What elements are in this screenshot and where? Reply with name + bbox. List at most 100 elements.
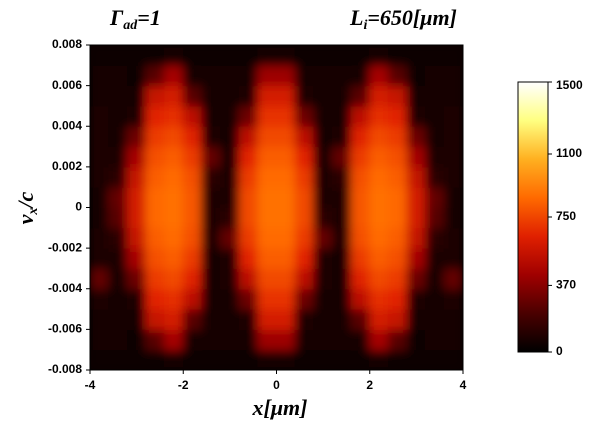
heat-cell xyxy=(313,105,333,127)
cells xyxy=(90,45,463,370)
title-rest: =650[μm] xyxy=(367,5,457,30)
heat-cell xyxy=(294,328,315,351)
heat-cell xyxy=(406,308,427,330)
heat-cell xyxy=(220,288,240,310)
heat-cell xyxy=(126,186,147,208)
heat-cell xyxy=(276,45,296,66)
heat-cell xyxy=(294,247,315,269)
x-tick-label: 2 xyxy=(366,378,373,392)
heat-cell xyxy=(425,85,445,107)
heat-cell xyxy=(294,64,315,87)
heat-cell xyxy=(387,85,408,107)
heat-cell xyxy=(108,267,128,290)
heat-cell xyxy=(331,267,352,290)
heat-cell xyxy=(313,64,333,87)
heat-cell xyxy=(387,146,408,168)
heat-cell xyxy=(369,247,389,269)
heat-cell xyxy=(164,267,184,290)
heat-cell xyxy=(425,328,445,351)
ylabel-sub: x xyxy=(26,208,41,216)
heat-cell xyxy=(90,288,110,310)
heat-cell xyxy=(90,64,110,87)
heat-cell xyxy=(182,328,203,351)
heat-cell xyxy=(145,207,166,229)
heat-cell xyxy=(90,328,110,351)
heat-cell xyxy=(145,247,166,269)
heat-cell xyxy=(369,227,389,249)
heat-cell xyxy=(238,146,259,168)
title-sub: ad xyxy=(123,18,138,33)
heat-cell xyxy=(331,288,352,310)
x-tick-label: 0 xyxy=(273,378,280,392)
heat-cell xyxy=(350,328,371,351)
heat-cell xyxy=(294,125,315,148)
heat-cell xyxy=(443,207,463,229)
heat-cell xyxy=(387,267,408,290)
heat-cell xyxy=(425,207,445,229)
heat-cell xyxy=(164,227,184,249)
heat-cell xyxy=(220,186,240,208)
heat-cell xyxy=(350,227,371,249)
heat-cell xyxy=(313,288,333,310)
colorbar-tick-label: 0 xyxy=(556,344,563,358)
heat-cell xyxy=(369,349,389,370)
heat-cell xyxy=(406,207,427,229)
heat-cell xyxy=(145,64,166,87)
heat-cell xyxy=(182,186,203,208)
heat-cell xyxy=(331,105,352,127)
heat-cell xyxy=(257,105,277,127)
heat-cell xyxy=(182,146,203,168)
heat-cell xyxy=(350,166,371,188)
heat-cell xyxy=(350,85,371,107)
heat-cell xyxy=(406,349,427,370)
heat-cell xyxy=(220,166,240,188)
heat-cell xyxy=(276,247,296,269)
heat-cell xyxy=(387,207,408,229)
heat-cell xyxy=(201,247,222,269)
heat-cell xyxy=(164,207,184,229)
heat-cell xyxy=(220,45,240,66)
heat-cell xyxy=(425,125,445,148)
heat-cell xyxy=(257,85,277,107)
heat-cell xyxy=(182,125,203,148)
heat-cell xyxy=(331,308,352,330)
heat-cell xyxy=(369,125,389,148)
heat-cell xyxy=(108,288,128,310)
heat-cell xyxy=(257,125,277,148)
heat-cell xyxy=(443,349,463,370)
heat-cell xyxy=(276,85,296,107)
heat-cell xyxy=(331,85,352,107)
heat-cell xyxy=(350,64,371,87)
heat-cell xyxy=(313,247,333,269)
heat-cell xyxy=(276,207,296,229)
heat-cell xyxy=(220,267,240,290)
heat-cell xyxy=(276,227,296,249)
heat-cell xyxy=(443,166,463,188)
heat-cell xyxy=(126,125,147,148)
heat-cell xyxy=(220,105,240,127)
heat-cell xyxy=(238,227,259,249)
heat-cell xyxy=(238,186,259,208)
y-tick-label: 0 xyxy=(75,200,82,214)
heat-cell xyxy=(443,267,463,290)
heat-cell xyxy=(257,328,277,351)
heat-cell xyxy=(238,247,259,269)
heat-cell xyxy=(406,64,427,87)
heat-cell xyxy=(443,308,463,330)
heat-cell xyxy=(182,308,203,330)
heat-cell xyxy=(108,85,128,107)
heat-cell xyxy=(108,146,128,168)
heat-cell xyxy=(294,267,315,290)
heat-cell xyxy=(220,125,240,148)
heat-cell xyxy=(369,146,389,168)
heat-cell xyxy=(276,288,296,310)
heat-cell xyxy=(350,207,371,229)
heat-cell xyxy=(387,105,408,127)
heat-cell xyxy=(182,267,203,290)
heat-cell xyxy=(257,166,277,188)
heat-cell xyxy=(90,247,110,269)
heat-cell xyxy=(238,166,259,188)
heat-cell xyxy=(220,146,240,168)
heat-cell xyxy=(443,125,463,148)
heat-cell xyxy=(182,166,203,188)
